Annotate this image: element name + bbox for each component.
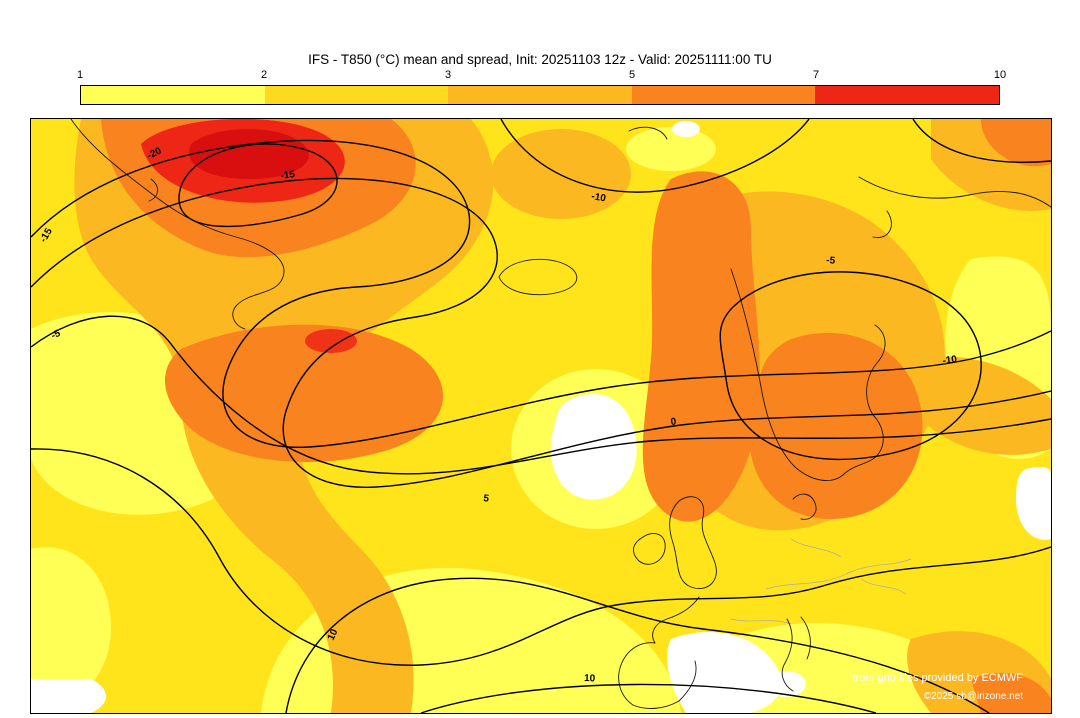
contour-label: -10 [590, 191, 607, 204]
iceland-coast [498, 258, 578, 296]
colorbar-segment-5-7 [631, 86, 816, 104]
contour-label: 10 [584, 673, 596, 684]
colorbar-tick: 1 [76, 69, 84, 81]
t850-mean-contours [31, 119, 1051, 713]
spread-fill-layer [31, 119, 1051, 713]
credits: from grib files provided by ECMWF ©2025 … [852, 672, 1023, 702]
credit-line-ecmwf: from grib files provided by ECMWF [852, 672, 1023, 684]
colorbar-tick: 10 [993, 69, 1007, 81]
weather-map-svg: -20 -15 -15 -10 -10 -5 -5 0 5 10 10 from… [31, 119, 1051, 713]
colorbar-segment-1-2 [81, 86, 265, 104]
country-borders [730, 538, 912, 625]
colorbar-tick: 2 [260, 69, 268, 81]
svalbard-coast [628, 126, 668, 140]
colorbar [80, 85, 1000, 105]
map-panel: -20 -15 -15 -10 -10 -5 -5 0 5 10 10 from… [30, 118, 1052, 714]
arctic-russia-coast [858, 176, 1051, 208]
colorbar-tick: 5 [628, 69, 636, 81]
spread-below-1 [31, 121, 1051, 713]
contour-label: 5 [483, 493, 490, 505]
chart-title: IFS - T850 (°C) mean and spread, Init: 2… [308, 52, 772, 67]
iberia-coast [618, 642, 697, 709]
colorbar-segment-2-3 [264, 86, 449, 104]
greenland-coast [70, 119, 285, 330]
balkan-coast [800, 616, 811, 660]
ireland-coast [632, 533, 666, 565]
uk-coast [669, 496, 717, 589]
contour-label: -15 [280, 169, 296, 182]
colorbar-segment-7-10 [815, 86, 999, 104]
colorbar-tick: 3 [444, 69, 452, 81]
colorbar-tick: 7 [812, 69, 820, 81]
italy-coast [781, 618, 794, 692]
contour-label: -10 [942, 354, 958, 367]
contour-label: -5 [826, 255, 836, 267]
france-coast [652, 596, 700, 644]
norway-coast [730, 268, 844, 482]
white-sea-coast [872, 210, 892, 239]
denmark-coast [792, 493, 817, 520]
contour-label: 0 [670, 416, 677, 428]
contour-label: 10 [326, 627, 341, 642]
credit-line-author: ©2025 sb@irizone.net [924, 691, 1023, 702]
colorbar-ticks: 1 2 3 5 7 10 [76, 69, 1006, 83]
colorbar-segment-3-5 [448, 86, 632, 104]
